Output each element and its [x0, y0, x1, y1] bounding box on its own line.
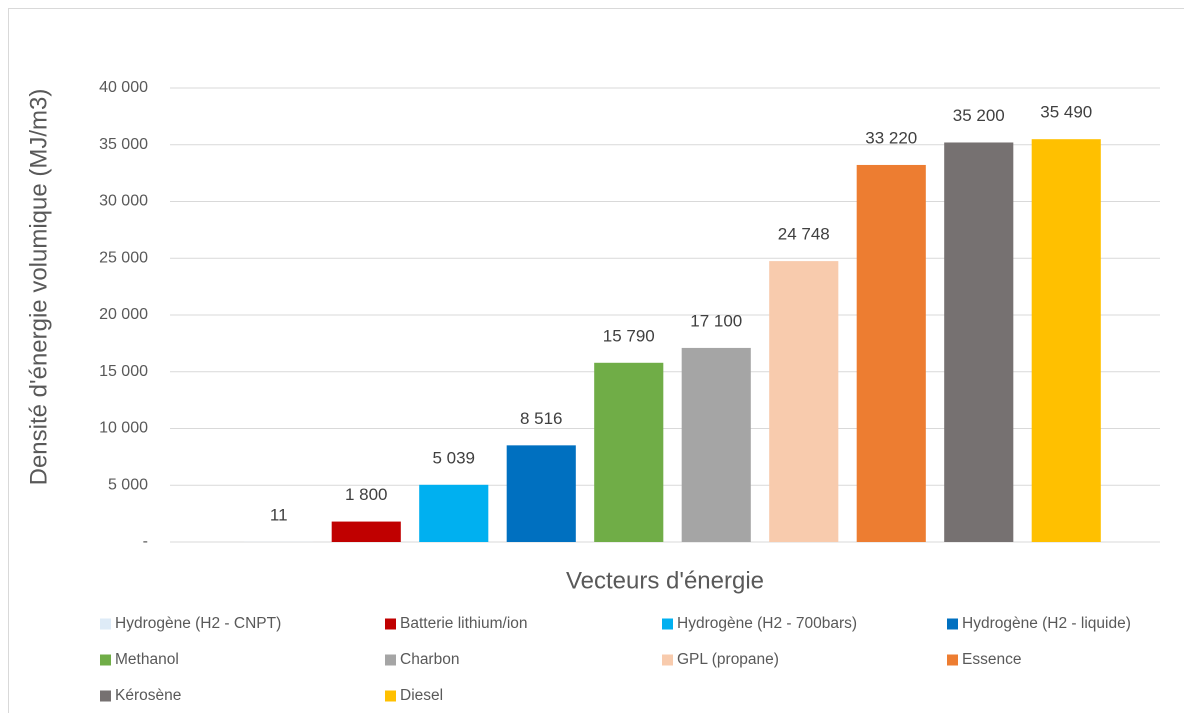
bar [944, 142, 1014, 543]
y-tick-label: 20 000 [99, 306, 148, 323]
value-label: 17 100 [690, 311, 742, 330]
value-label: 8 516 [520, 409, 563, 428]
legend-swatch [385, 654, 396, 666]
y-tick-label: 15 000 [99, 363, 148, 380]
bar [419, 484, 489, 542]
value-label: 33 220 [865, 128, 917, 147]
value-label: 1 800 [345, 485, 388, 504]
legend-label: Diesel [400, 687, 443, 704]
legend-label: Batterie lithium/ion [400, 615, 528, 632]
legend-swatch [385, 618, 396, 630]
legend-label: Hydrogène (H2 - liquide) [962, 615, 1131, 632]
legend-swatch [662, 654, 673, 666]
legend-label: Charbon [400, 651, 459, 668]
y-tick-label: 40 000 [99, 79, 148, 96]
legend-swatch [100, 654, 111, 666]
legend-label: Methanol [115, 651, 179, 668]
legend-label: Hydrogène (H2 - 700bars) [677, 615, 857, 632]
y-tick-label: 30 000 [99, 193, 148, 210]
value-label: 24 748 [778, 225, 830, 244]
legend-label: Kérosène [115, 687, 181, 704]
legend-swatch [100, 618, 111, 630]
bar [594, 362, 664, 542]
legend-swatch [385, 690, 396, 702]
y-tick-label: 25 000 [99, 249, 148, 266]
y-axis-title: Densité d'énergie volumique (MJ/m3) [25, 89, 52, 486]
y-tick-label: 35 000 [99, 136, 148, 153]
y-tick-label: - [143, 533, 148, 550]
value-label: 5 039 [432, 448, 475, 467]
bar [769, 261, 839, 542]
bar [331, 521, 401, 542]
value-label: 35 200 [953, 106, 1005, 125]
value-label: 15 790 [603, 326, 655, 345]
legend-label: Essence [962, 651, 1021, 668]
bar [1031, 139, 1101, 542]
value-label: 35 490 [1040, 103, 1092, 122]
x-axis-title: Vecteurs d'énergie [566, 567, 764, 594]
y-tick-label: 5 000 [108, 476, 148, 493]
legend-label: GPL (propane) [677, 651, 779, 668]
legend-label: Hydrogène (H2 - CNPT) [115, 615, 281, 632]
legend-swatch [947, 618, 958, 630]
legend-swatch [100, 690, 111, 702]
bar [681, 347, 751, 542]
y-tick-label: 10 000 [99, 420, 148, 437]
legend-swatch [947, 654, 958, 666]
value-label: 11 [270, 505, 288, 524]
legend-swatch [662, 618, 673, 630]
bar [856, 164, 926, 542]
bar [506, 445, 576, 542]
